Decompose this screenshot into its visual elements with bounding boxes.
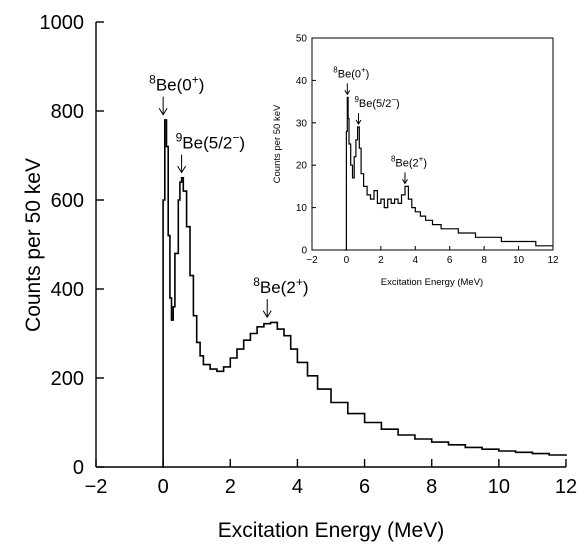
main-annotation-parity: − [232, 130, 239, 144]
inset-annotation-state: Be(2 [395, 157, 418, 169]
main-y-tick-label: 800 [51, 101, 84, 123]
inset-annotation-close: ) [366, 68, 370, 80]
inset-annotation-state: Be(0 [338, 68, 361, 80]
main-annotation-mass-number: 8 [149, 72, 156, 86]
inset-annotation-arrowhead [355, 119, 362, 125]
inset-annotation-parity: + [361, 66, 366, 75]
main-x-tick-label: 8 [426, 476, 437, 498]
inset-y-tick-label: 30 [296, 118, 308, 129]
main-series-line-0 [161, 119, 567, 468]
inset-annotation-parity: − [391, 95, 396, 104]
main-annotation-parity: + [192, 72, 199, 86]
main-x-axis-label: Excitation Energy (MeV) [218, 519, 444, 542]
inset-annotation-state: Be(5/2 [359, 98, 391, 110]
inset-x-tick-label: 10 [513, 255, 525, 266]
main-plot-frame [95, 22, 566, 468]
main-x-tick-label: 6 [359, 476, 370, 498]
main-histogram [161, 119, 567, 468]
main-x-tick-label: 2 [225, 476, 236, 498]
main-y-tick-label: 200 [51, 368, 84, 390]
inset-annotation-parity: + [419, 155, 424, 164]
inset-annotation-label: 8Be(2+) [391, 155, 427, 170]
inset-x-axis-label: Excitation Energy (MeV) [381, 277, 483, 288]
inset-x-tick-label: 0 [344, 255, 350, 266]
main-y-axis-label: Counts per 50 keV [22, 158, 45, 332]
inset-annotation-label: 9Be(5/2−) [354, 95, 399, 110]
inset-y-tick-label: 50 [296, 34, 308, 45]
inset-annotation-arrowhead [402, 179, 408, 185]
main-y-tick-label: 1000 [40, 12, 85, 34]
inset-x-tick-label: −2 [306, 255, 318, 266]
inset-annotation-label: 8Be(0+) [333, 66, 369, 81]
main-y-tick-label: 600 [51, 190, 84, 212]
main-annotation-arrowhead [177, 165, 187, 174]
main-y-tick-label: 400 [51, 279, 84, 301]
inset-x-tick-label: 12 [547, 255, 559, 266]
main-annotation-label: 8Be(0+) [149, 72, 204, 94]
main-x-tick-label: 12 [555, 476, 577, 498]
inset-plot-frame [311, 37, 554, 251]
inset-annotation-mass-number: 8 [391, 155, 396, 164]
main-annotation-close: ) [239, 134, 245, 153]
main-x-tick-label: −2 [85, 476, 108, 498]
main-x-tick-label: 10 [488, 476, 510, 498]
main-annotation-label: 9Be(5/2−) [176, 130, 245, 152]
inset-annotation-arrowhead [344, 90, 351, 96]
main-annotation-close: ) [199, 76, 205, 95]
inset-annotation-mass-number: 8 [333, 66, 338, 75]
inset-frame-box [311, 37, 554, 251]
main-annotation-arrowhead [158, 108, 168, 116]
main-annotation-close: ) [303, 278, 309, 297]
main-annotation-state: Be(2 [260, 278, 296, 297]
main-y-tick-label: 0 [73, 457, 84, 479]
inset-x-tick-label: 4 [413, 255, 419, 266]
main-x-tick-label: 4 [292, 476, 303, 498]
inset-y-tick-label: 40 [296, 76, 308, 87]
main-annotation-mass-number: 9 [176, 130, 183, 144]
inset-y-tick-label: 0 [301, 246, 307, 257]
main-annotation-mass-number: 8 [253, 275, 260, 289]
inset-y-tick-label: 20 [296, 161, 308, 172]
inset-x-tick-label: 6 [447, 255, 453, 266]
inset-y-axis-label: Counts per 50 keV [272, 104, 283, 183]
main-annotation-state: Be(5/2 [182, 134, 232, 153]
main-peak-annotations: 8Be(0+)9Be(5/2−)8Be(2+) [149, 72, 309, 319]
inset-background [312, 38, 553, 250]
inset-peak-annotations: 8Be(0+)9Be(5/2−)8Be(2+) [333, 66, 427, 185]
inset-histogram [344, 96, 553, 251]
inset-x-tick-label: 8 [481, 255, 487, 266]
inset-annotation-mass-number: 9 [354, 95, 359, 104]
inset-annotation-close: ) [423, 157, 427, 169]
main-annotation-label: 8Be(2+) [253, 275, 308, 297]
inset-x-tick-label: 2 [378, 255, 384, 266]
main-annotation-parity: + [296, 275, 303, 289]
inset-y-tick-label: 10 [296, 203, 308, 214]
main-x-tick-label: 0 [158, 476, 169, 498]
main-annotation-arrowhead [262, 310, 272, 319]
inset-annotation-close: ) [396, 98, 400, 110]
inset-series-line-0 [344, 96, 553, 251]
main-annotation-state: Be(0 [156, 76, 192, 95]
